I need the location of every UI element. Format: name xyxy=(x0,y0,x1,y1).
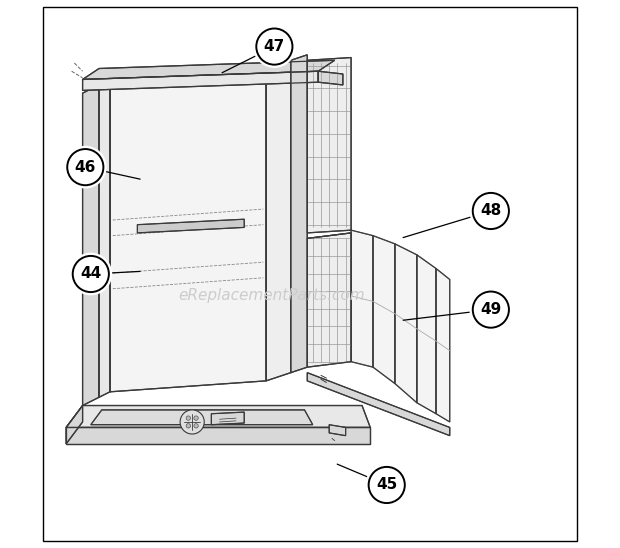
Polygon shape xyxy=(436,269,449,422)
Polygon shape xyxy=(82,85,99,406)
Polygon shape xyxy=(110,68,266,392)
Polygon shape xyxy=(395,244,417,403)
Polygon shape xyxy=(99,79,110,397)
Polygon shape xyxy=(373,236,395,384)
Polygon shape xyxy=(82,60,335,79)
Polygon shape xyxy=(351,230,373,367)
Polygon shape xyxy=(308,233,351,367)
Circle shape xyxy=(473,292,509,328)
Text: 48: 48 xyxy=(480,203,502,219)
Polygon shape xyxy=(318,71,343,85)
Polygon shape xyxy=(266,60,291,381)
Circle shape xyxy=(253,25,296,68)
Text: 45: 45 xyxy=(376,477,397,493)
Circle shape xyxy=(365,464,408,506)
Polygon shape xyxy=(211,412,244,425)
Circle shape xyxy=(180,410,204,434)
Polygon shape xyxy=(66,406,370,427)
Circle shape xyxy=(369,467,405,503)
Circle shape xyxy=(186,424,190,428)
Text: eReplacementParts.com: eReplacementParts.com xyxy=(179,288,365,304)
Circle shape xyxy=(473,193,509,229)
Polygon shape xyxy=(417,255,436,414)
Polygon shape xyxy=(329,425,345,436)
Circle shape xyxy=(469,288,512,331)
Polygon shape xyxy=(66,427,370,444)
Polygon shape xyxy=(308,373,450,436)
Polygon shape xyxy=(82,71,318,90)
Circle shape xyxy=(69,253,112,295)
Circle shape xyxy=(67,149,104,185)
Circle shape xyxy=(186,416,190,420)
Text: 47: 47 xyxy=(264,39,285,54)
Text: 49: 49 xyxy=(480,302,502,317)
Circle shape xyxy=(469,190,512,232)
Circle shape xyxy=(194,416,198,420)
Circle shape xyxy=(64,146,107,189)
Circle shape xyxy=(256,28,293,65)
Circle shape xyxy=(194,424,198,428)
Polygon shape xyxy=(91,410,312,425)
Text: 44: 44 xyxy=(80,266,102,282)
Polygon shape xyxy=(138,219,244,233)
Text: 46: 46 xyxy=(74,159,96,175)
Polygon shape xyxy=(291,55,308,373)
Polygon shape xyxy=(66,406,82,444)
Circle shape xyxy=(73,256,109,292)
Polygon shape xyxy=(308,58,351,233)
